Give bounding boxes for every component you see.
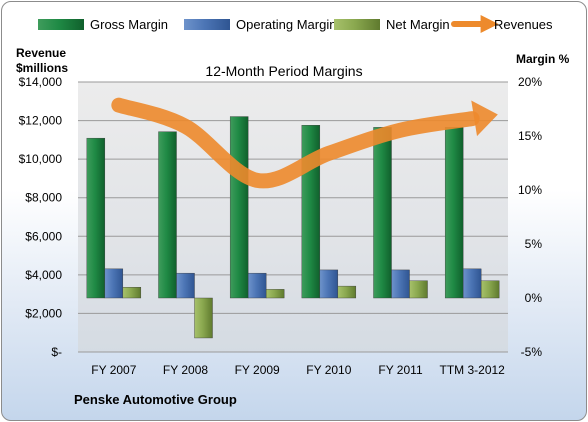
revenue-line bbox=[111, 97, 498, 189]
legend: Gross Margin Operating Margin Net Margin… bbox=[38, 15, 553, 33]
bar-gross-margin bbox=[86, 137, 106, 299]
bar-operating-margin bbox=[391, 269, 410, 299]
bar-net-margin bbox=[480, 280, 500, 299]
right-tick-label: 15% bbox=[518, 129, 542, 143]
x-tick-label: FY 2010 bbox=[306, 363, 351, 377]
x-tick-label: FY 2007 bbox=[91, 363, 136, 377]
bar-operating-margin bbox=[176, 272, 195, 299]
legend-label-gross-margin: Gross Margin bbox=[90, 17, 168, 32]
bar-operating-margin bbox=[104, 268, 124, 299]
bar-gross-margin bbox=[158, 131, 177, 299]
legend-label-net-margin: Net Margin bbox=[386, 17, 450, 32]
right-axis-title: Margin % bbox=[516, 52, 570, 66]
right-tick-label: -5% bbox=[521, 345, 543, 359]
left-tick-label: $2,000 bbox=[25, 306, 62, 320]
bar-net-margin bbox=[194, 297, 213, 339]
legend-label-revenues: Revenues bbox=[494, 17, 553, 32]
left-tick-label: $8,000 bbox=[25, 191, 62, 205]
right-tick-label: 10% bbox=[518, 183, 542, 197]
bar-operating-margin bbox=[319, 269, 339, 299]
bar-gross-margin bbox=[229, 116, 249, 299]
bar-net-margin bbox=[337, 285, 357, 299]
left-tick-label: $- bbox=[51, 345, 62, 359]
revenue-line-arrowhead bbox=[471, 100, 498, 137]
left-tick-label: $4,000 bbox=[25, 268, 62, 282]
bar-net-margin bbox=[265, 289, 285, 299]
bar-net-margin bbox=[409, 280, 428, 299]
right-tick-label: 0% bbox=[525, 291, 543, 305]
left-axis-title-line2: $millions bbox=[16, 61, 68, 75]
bar-operating-margin bbox=[247, 272, 267, 299]
bar-gross-margin bbox=[444, 127, 464, 299]
company-name: Penske Automotive Group bbox=[74, 392, 237, 407]
x-tick-label: FY 2008 bbox=[163, 363, 208, 377]
legend-label-operating-margin: Operating Margin bbox=[236, 17, 336, 32]
left-tick-label: $14,000 bbox=[19, 75, 63, 89]
x-tick-label: FY 2009 bbox=[235, 363, 280, 377]
x-tick-label: TTM 3-2012 bbox=[439, 363, 505, 377]
right-axis-tick-labels: -5% 0% 5% 10% 15% 20% bbox=[518, 75, 542, 359]
right-tick-label: 20% bbox=[518, 75, 542, 89]
left-tick-label: $6,000 bbox=[25, 229, 62, 243]
left-axis-title-line1: Revenue bbox=[16, 46, 66, 60]
right-tick-label: 5% bbox=[525, 237, 543, 251]
bar-operating-margin bbox=[462, 268, 482, 299]
bar-net-margin bbox=[122, 287, 142, 299]
bar-gross-margin bbox=[373, 127, 392, 299]
legend-swatch-operating-margin bbox=[184, 19, 230, 30]
revenue-line-path bbox=[111, 97, 480, 189]
chart-title: 12-Month Period Margins bbox=[205, 63, 362, 79]
left-tick-label: $10,000 bbox=[19, 152, 63, 166]
left-tick-label: $12,000 bbox=[19, 114, 63, 128]
left-axis-tick-labels: $- $2,000 $4,000 $6,000 $8,000 $10,000 $12,000… bbox=[19, 75, 63, 359]
legend-swatch-net-margin bbox=[334, 19, 380, 30]
x-axis-tick-labels: FY 2007 FY 2008 FY 2009 FY 2010 FY 2011 TTM 3… bbox=[91, 363, 505, 377]
x-tick-label: FY 2011 bbox=[378, 363, 423, 377]
legend-swatch-gross-margin bbox=[38, 19, 84, 30]
